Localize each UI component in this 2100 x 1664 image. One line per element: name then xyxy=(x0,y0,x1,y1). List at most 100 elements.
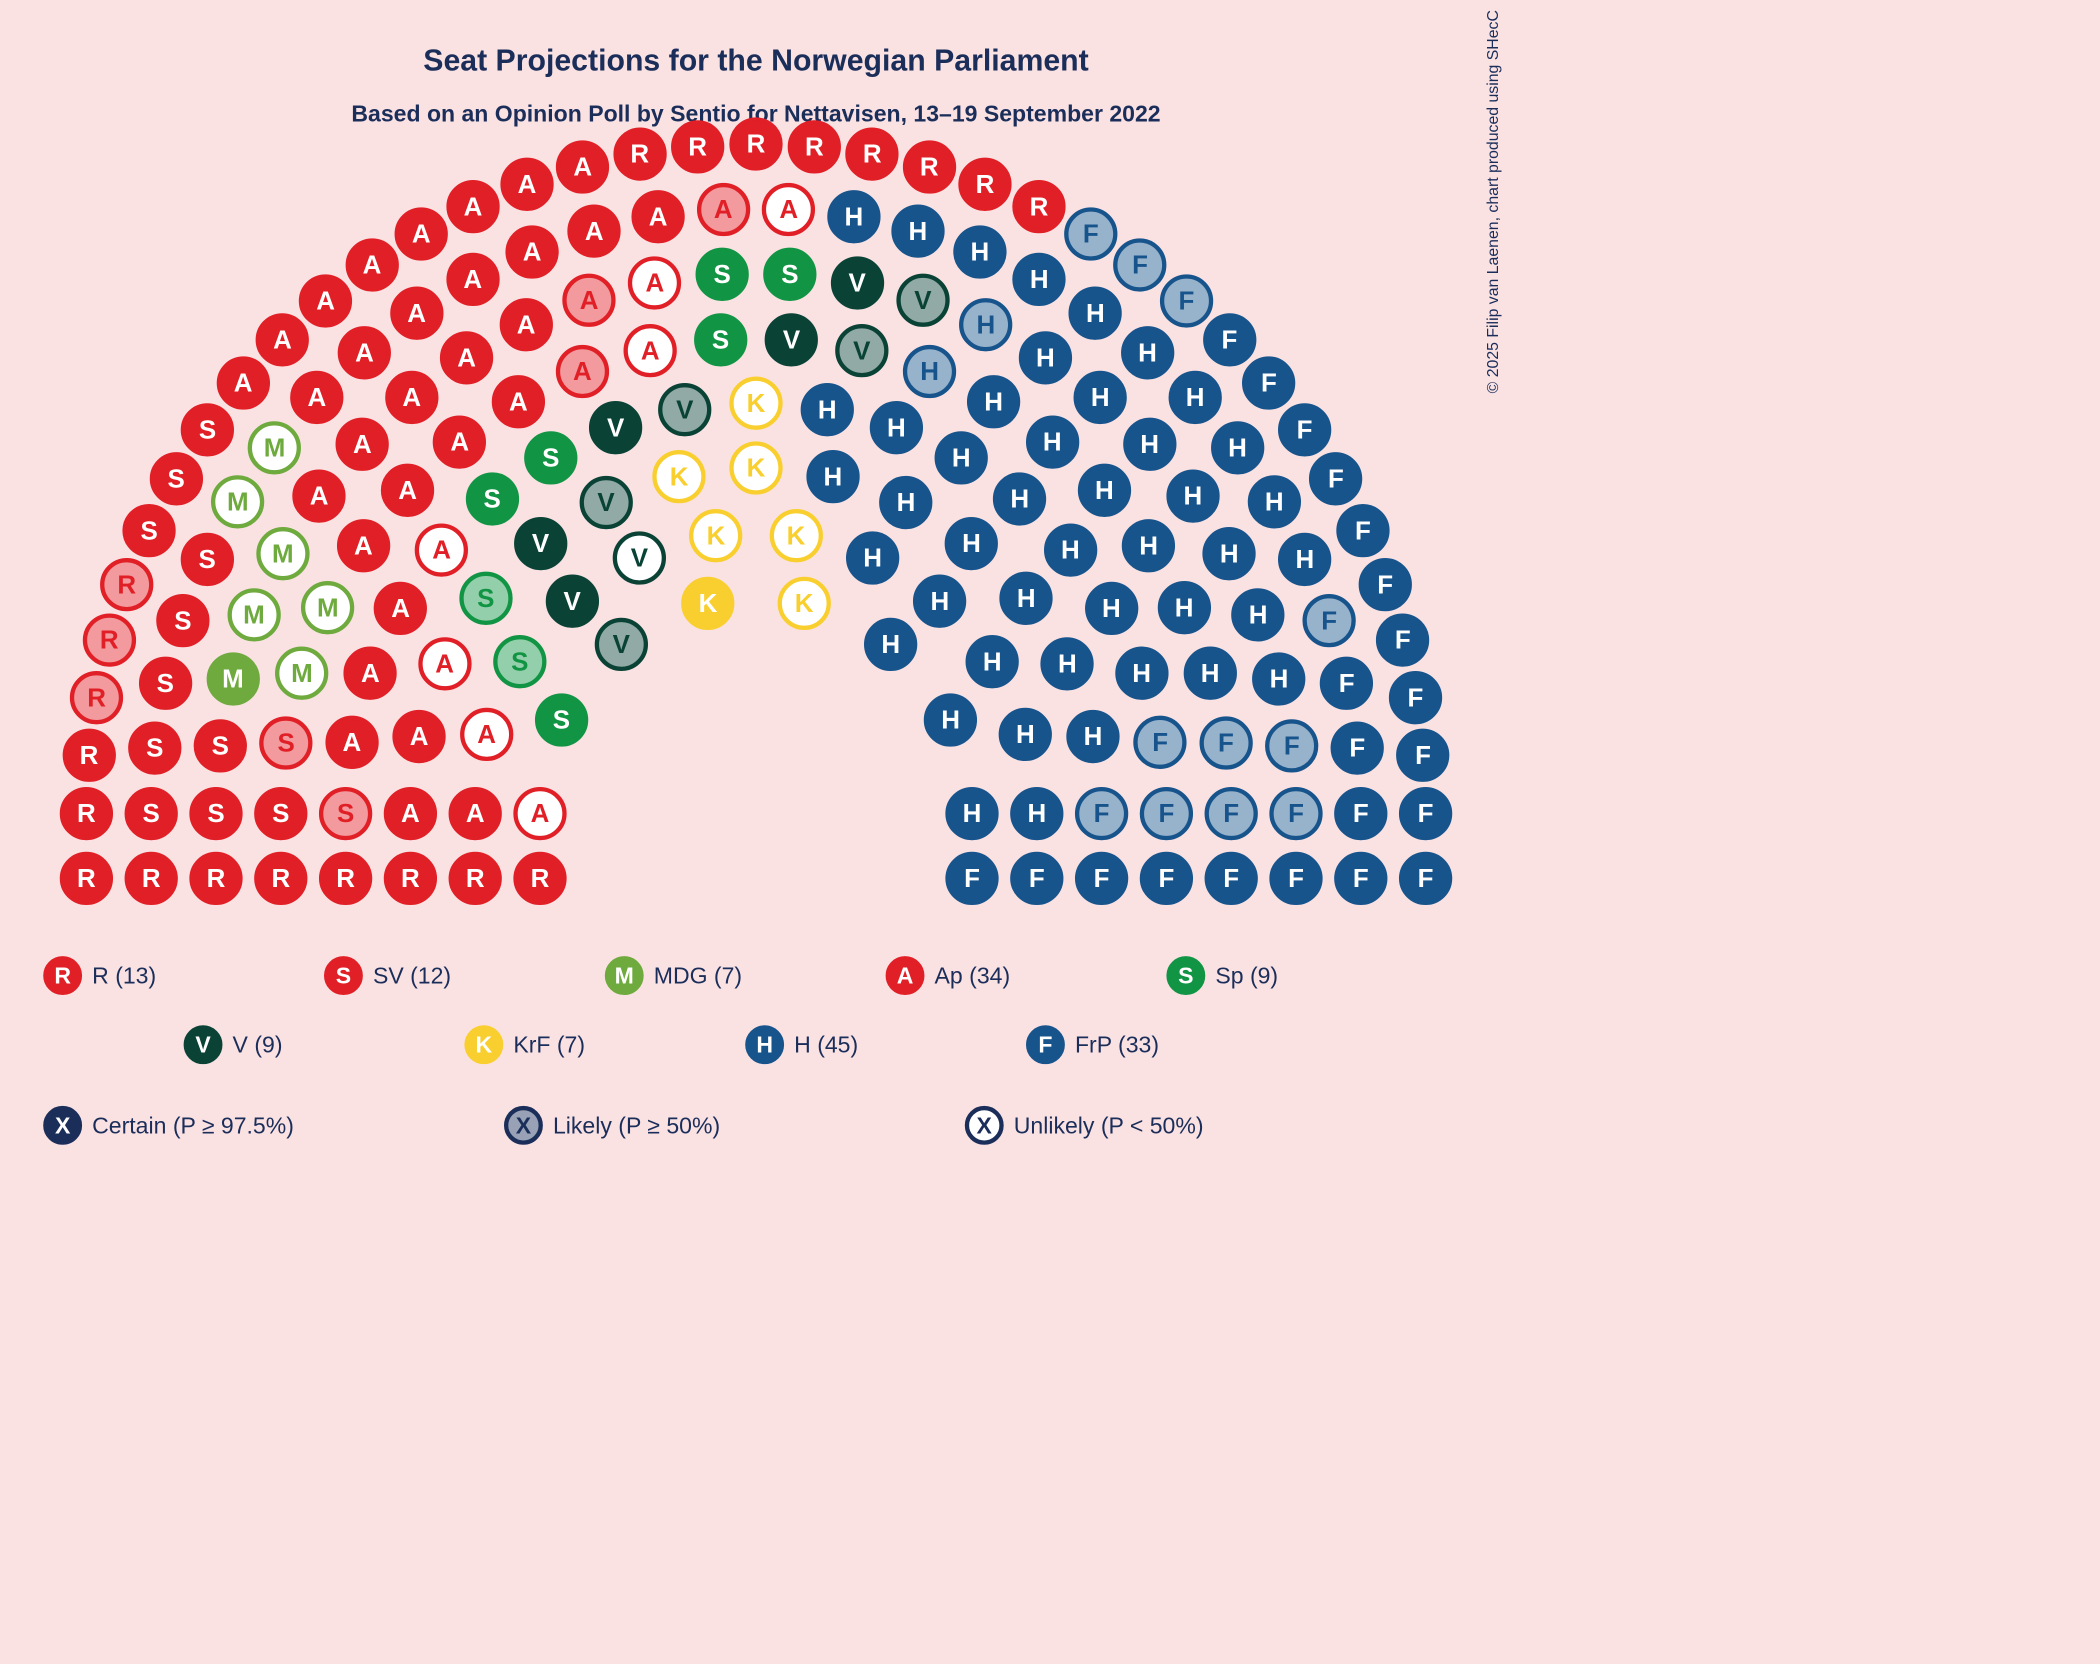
seat-Ap: A xyxy=(568,204,621,257)
seat-SV: S xyxy=(149,452,202,505)
seat-KrF: K xyxy=(652,450,705,503)
seat-MDG: M xyxy=(248,421,301,474)
seat-MDG: M xyxy=(211,475,264,528)
seat-MDG: M xyxy=(256,527,309,580)
seat-Ap: A xyxy=(762,183,815,236)
seat-H: H xyxy=(806,450,859,503)
seat-R: R xyxy=(60,787,113,840)
legend-swatch-unlikely: X xyxy=(965,1106,1004,1145)
legend-swatch-H: H xyxy=(745,1025,784,1064)
seat-FrP: F xyxy=(1203,313,1256,366)
seat-SV: S xyxy=(194,719,247,772)
seat-H: H xyxy=(924,693,977,746)
seat-Ap: A xyxy=(385,371,438,424)
seat-SV: S xyxy=(128,722,181,775)
seat-FrP: F xyxy=(1265,719,1318,772)
seat-Ap: A xyxy=(345,238,398,291)
seat-Ap: A xyxy=(392,710,445,763)
seat-FrP: F xyxy=(1399,787,1452,840)
legend-party-MDG: M MDG (7) xyxy=(605,956,742,995)
seat-H: H xyxy=(953,225,1006,278)
chart-title: Seat Projections for the Norwegian Parli… xyxy=(0,43,1512,78)
seat-FrP: F xyxy=(1389,671,1442,724)
seat-Sp: S xyxy=(459,571,512,624)
seat-H: H xyxy=(879,476,932,529)
seat-H: H xyxy=(1013,253,1066,306)
seat-Ap: A xyxy=(556,140,609,193)
seat-FrP: F xyxy=(1140,787,1193,840)
seat-H: H xyxy=(1074,371,1127,424)
seat-SV: S xyxy=(156,594,209,647)
seat-H: H xyxy=(1122,519,1175,572)
seat-V: V xyxy=(545,575,598,628)
seat-MDG: M xyxy=(227,588,280,641)
seat-FrP: F xyxy=(1160,274,1213,327)
seat-V: V xyxy=(589,401,642,454)
seat-H: H xyxy=(999,708,1052,761)
legend-swatch-Ap: A xyxy=(886,956,925,995)
seat-Sp: S xyxy=(694,313,747,366)
seat-R: R xyxy=(384,852,437,905)
seat-Ap: A xyxy=(390,286,443,339)
seat-H: H xyxy=(864,618,917,671)
seat-H: H xyxy=(945,787,998,840)
seat-Ap: A xyxy=(344,647,397,700)
legend-party-FrP: FFrP (33) xyxy=(1026,1025,1159,1064)
legend-party-R: RR (13) xyxy=(43,956,156,995)
seat-H: H xyxy=(801,383,854,436)
seat-H: H xyxy=(846,532,899,585)
seat-R: R xyxy=(449,852,502,905)
legend-swatch-V: V xyxy=(184,1025,223,1064)
seat-FrP: F xyxy=(1336,504,1389,557)
seat-KrF: K xyxy=(769,509,822,562)
seat-H: H xyxy=(1211,421,1264,474)
seat-FrP: F xyxy=(1399,852,1452,905)
seat-FrP: F xyxy=(1334,787,1387,840)
seat-Ap: A xyxy=(446,253,499,306)
legend-label-R: R (13) xyxy=(92,962,156,989)
seat-Ap: A xyxy=(513,787,566,840)
legend-party-KrF: KKrF (7) xyxy=(464,1025,585,1064)
seat-V: V xyxy=(595,618,648,671)
seat-H: H xyxy=(1248,475,1301,528)
seat-FrP: F xyxy=(1134,716,1187,769)
legend-label-FrP: FrP (33) xyxy=(1075,1031,1159,1058)
seat-H: H xyxy=(1041,637,1094,690)
legend-swatch-Sp: S xyxy=(1166,956,1205,995)
seat-H: H xyxy=(1157,581,1210,634)
seat-FrP: F xyxy=(1376,614,1429,667)
seat-Ap: A xyxy=(624,324,677,377)
seat-H: H xyxy=(1010,787,1063,840)
seat-SV: S xyxy=(319,787,372,840)
seat-KrF: K xyxy=(729,441,782,494)
seat-R: R xyxy=(846,128,899,181)
legend-swatch-MDG: M xyxy=(605,956,644,995)
seat-V: V xyxy=(831,257,884,310)
legend-certainty-unlikely: XUnlikely (P < 50%) xyxy=(965,1106,1204,1145)
seat-SV: S xyxy=(122,504,175,557)
seat-FrP: F xyxy=(1075,852,1128,905)
seat-Ap: A xyxy=(381,464,434,517)
seat-Ap: A xyxy=(338,326,391,379)
seat-Ap: A xyxy=(446,180,499,233)
seat-FrP: F xyxy=(1359,558,1412,611)
parliament-chart: Seat Projections for the Norwegian Parli… xyxy=(0,0,1512,1198)
legend-label-MDG: MDG (7) xyxy=(654,962,742,989)
seat-R: R xyxy=(513,852,566,905)
seat-H: H xyxy=(1168,371,1221,424)
seat-FrP: F xyxy=(1309,452,1362,505)
seat-MDG: M xyxy=(275,647,328,700)
seat-SV: S xyxy=(189,787,242,840)
legend-party-Sp: SSp (9) xyxy=(1166,956,1278,995)
seat-FrP: F xyxy=(945,852,998,905)
seat-H: H xyxy=(1085,582,1138,635)
chart-credit: © 2025 Filip van Laenen, chart produced … xyxy=(1483,10,1502,393)
seat-Ap: A xyxy=(505,225,558,278)
seat-KrF: K xyxy=(689,509,742,562)
seat-Sp: S xyxy=(763,248,816,301)
seat-H: H xyxy=(903,345,956,398)
seat-Ap: A xyxy=(632,190,685,243)
seat-Ap: A xyxy=(500,158,553,211)
seat-Ap: A xyxy=(256,313,309,366)
seat-Sp: S xyxy=(695,248,748,301)
